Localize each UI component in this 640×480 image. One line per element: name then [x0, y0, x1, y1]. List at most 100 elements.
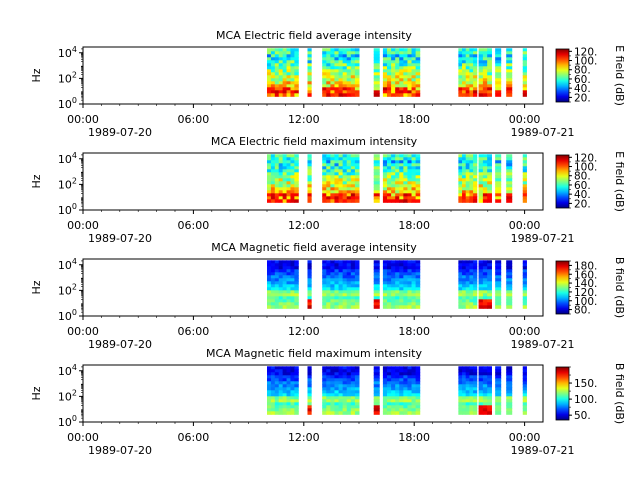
spectrogram-cell — [290, 93, 295, 97]
spectrogram-cell — [354, 396, 360, 400]
spectrogram-cell — [482, 54, 488, 58]
spectrogram-cell — [294, 90, 299, 94]
spectrogram-cell — [307, 160, 312, 164]
spectrogram-cell — [391, 302, 396, 306]
spectrogram-cell — [326, 187, 331, 191]
spectrogram-cell — [290, 299, 295, 303]
spectrogram-cell — [465, 372, 470, 376]
spectrogram-cell — [278, 69, 284, 73]
spectrogram-cell — [307, 272, 312, 276]
spectrogram-cell — [387, 84, 392, 88]
spectrogram-cell — [330, 75, 335, 79]
spectrogram-cell — [322, 411, 327, 415]
spectrogram-cell — [382, 51, 388, 55]
spectrogram-cell — [522, 393, 527, 397]
spectrogram-cell — [270, 275, 276, 279]
spectrogram-cell — [270, 402, 276, 406]
spectrogram-cell — [465, 199, 470, 203]
spectrogram-cell — [267, 390, 272, 394]
spectrogram-cells — [267, 260, 527, 309]
spectrogram-cell — [354, 369, 360, 373]
spectrogram-cell — [267, 272, 272, 276]
spectrogram-cell — [282, 372, 288, 376]
spectrogram-cell — [294, 369, 299, 373]
spectrogram-cell — [387, 402, 392, 406]
spectrogram-cell — [334, 299, 340, 303]
spectrogram-cell — [322, 81, 327, 85]
spectrogram-cell — [274, 405, 280, 409]
spectrogram-cell — [395, 302, 400, 306]
spectrogram-cell — [462, 266, 467, 270]
spectrogram-cell — [506, 69, 513, 73]
spectrogram-cell — [290, 199, 295, 203]
spectrogram-cell — [322, 402, 327, 406]
spectrogram-cell — [387, 81, 392, 85]
spectrogram-cell — [322, 66, 327, 70]
spectrogram-cell — [270, 375, 276, 379]
spectrogram-cell — [465, 154, 470, 158]
spectrogram-cell — [387, 378, 392, 382]
spectrogram-cell — [342, 393, 348, 397]
spectrogram-cell — [307, 396, 312, 400]
spectrogram-cell — [290, 87, 295, 91]
spectrogram-cell — [403, 166, 408, 170]
spectrogram-cell — [469, 181, 474, 185]
spectrogram-cell — [487, 390, 492, 394]
spectrogram-cell — [403, 375, 408, 379]
spectrogram-cell — [267, 381, 272, 385]
spectrogram-cell — [270, 172, 276, 176]
spectrogram-cell — [282, 287, 288, 291]
spectrogram-cell — [415, 181, 421, 185]
spectrogram-cell — [462, 299, 467, 303]
spectrogram-cell — [506, 196, 513, 200]
spectrogram-cell — [399, 281, 404, 285]
spectrogram-cell — [522, 278, 527, 282]
spectrogram-cell — [407, 66, 413, 70]
spectrogram-cell — [469, 163, 474, 167]
spectrogram-cell — [399, 184, 404, 188]
spectrogram-cell — [274, 54, 280, 58]
spectrogram-cell — [469, 63, 474, 67]
spectrogram-cell — [522, 302, 527, 306]
spectrogram-cell — [278, 196, 284, 200]
spectrogram-cell — [458, 190, 463, 194]
spectrogram-cell — [487, 396, 492, 400]
spectrogram-cell — [458, 372, 463, 376]
spectrogram-cell — [395, 275, 400, 279]
spectrogram-cell — [330, 48, 335, 52]
spectrogram-cell — [482, 387, 488, 391]
spectrogram-cell — [478, 87, 484, 91]
spectrogram-cell — [282, 284, 288, 288]
spectrogram-cell — [322, 63, 327, 67]
spectrogram-cell — [399, 275, 404, 279]
spectrogram-cell — [322, 154, 327, 158]
spectrogram-cell — [411, 384, 417, 388]
spectrogram-cell — [473, 57, 478, 61]
spectrogram-cell — [354, 366, 360, 370]
spectrogram-cell — [326, 408, 331, 412]
spectrogram-cell — [307, 166, 312, 170]
spectrogram-cell — [322, 284, 327, 288]
spectrogram-cell — [382, 199, 388, 203]
spectrogram-cell — [487, 163, 492, 167]
spectrogram-cell — [338, 190, 344, 194]
spectrogram-cell — [403, 296, 408, 300]
spectrogram-cell — [387, 287, 392, 291]
spectrogram-cell — [290, 54, 295, 58]
spectrogram-cell — [399, 393, 404, 397]
spectrogram-cell — [403, 278, 408, 282]
spectrogram-cell — [399, 375, 404, 379]
spectrogram-cell — [478, 93, 484, 97]
spectrogram-cell — [274, 157, 280, 161]
spectrogram-cell — [458, 181, 463, 185]
spectrogram-cell — [278, 160, 284, 164]
spectrogram-cell — [354, 284, 360, 288]
spectrogram-cell — [322, 193, 327, 197]
spectrogram-cell — [338, 60, 344, 64]
spectrogram-cell — [391, 299, 396, 303]
spectrogram-cell — [286, 54, 291, 58]
spectrogram-cell — [373, 93, 380, 97]
spectrogram-cell — [294, 405, 299, 409]
spectrogram-cell — [391, 181, 396, 185]
spectrogram-cell — [294, 181, 299, 185]
